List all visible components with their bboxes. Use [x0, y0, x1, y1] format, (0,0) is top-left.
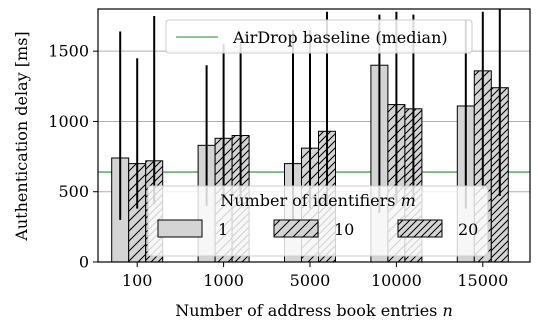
series-legend-title: Number of identifiers m [220, 191, 416, 210]
y-tick-label: 0 [79, 253, 89, 272]
plot-frame [97, 8, 531, 263]
y-tick-label: 500 [58, 182, 89, 201]
baseline-legend-label: AirDrop baseline (median) [232, 28, 448, 47]
legend-swatch-m10 [273, 219, 319, 238]
legend-swatch-m20 [397, 219, 443, 238]
legend-label-m1: 1 [218, 220, 228, 239]
x-tick-label: 15000 [457, 271, 508, 290]
x-axis: 100 1000 5000 10000 15000 [122, 262, 508, 290]
x-tick-label: 10000 [371, 271, 422, 290]
baseline-legend-box [165, 19, 473, 54]
x-tick-label: 100 [122, 271, 153, 290]
x-tick-label: 5000 [290, 271, 331, 290]
legend-label-m20: 20 [458, 220, 478, 239]
series-legend: Number of identifiers m 1 10 20 [147, 185, 489, 257]
y-axis-title: Authentication delay [ms] [12, 31, 31, 241]
x-tick-label: 1000 [203, 271, 244, 290]
legend-label-m10: 10 [334, 220, 354, 239]
y-tick-label: 1000 [48, 112, 89, 131]
baseline-legend: AirDrop baseline (median) [165, 19, 473, 54]
y-axis: 0 500 1000 1500 [48, 42, 98, 272]
y-tick-label: 1500 [48, 42, 89, 61]
series-legend-items: 1 10 20 [157, 219, 478, 239]
x-axis-title: Number of address book entries n [175, 301, 453, 320]
legend-swatch-m1 [157, 219, 203, 238]
